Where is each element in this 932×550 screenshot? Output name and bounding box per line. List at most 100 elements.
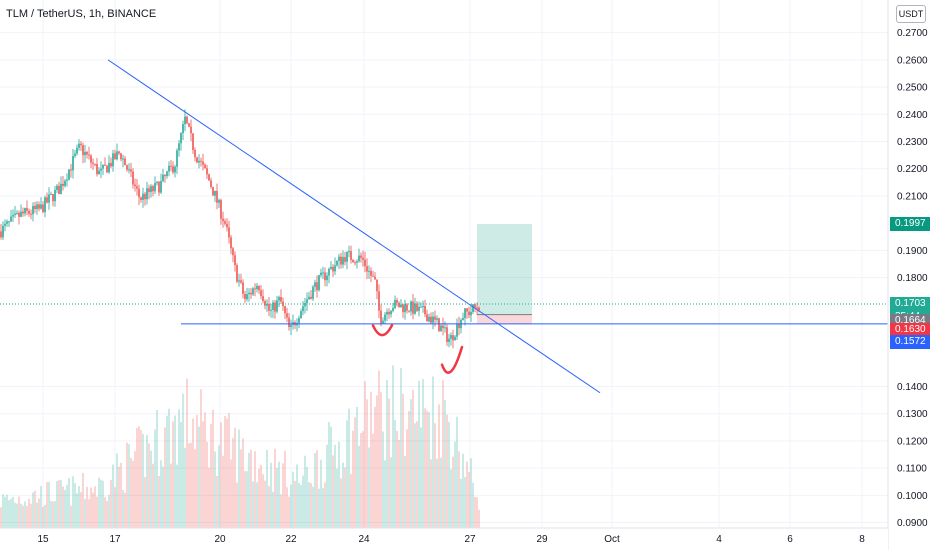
candle-body [126,165,128,170]
drawings[interactable] [0,59,888,394]
candle-body [328,268,330,276]
volume-bar [112,464,114,528]
target-price-tag: 0.1997 [890,216,930,231]
volume-bar [170,463,172,528]
time-axis[interactable] [0,528,888,550]
candle-body [180,133,182,144]
volume-bar [320,459,322,528]
volume-bar [220,422,222,528]
volume-bar [64,489,66,528]
volume-bar [206,441,208,528]
candle-body [444,327,446,329]
volume-bar [190,442,192,528]
volume-bar [4,496,6,528]
volume-bar [266,449,268,528]
volume-bar [30,503,32,528]
candle-body [316,282,318,291]
candle-body [248,292,250,295]
volume-bar [260,464,262,528]
volume-bar [312,486,314,528]
candle-body [74,153,76,157]
volume-bar [478,509,480,528]
volume-bar [374,406,376,528]
candle-body [470,311,472,316]
candle-body [42,204,44,213]
volume-bar [248,452,250,528]
volume-bar [380,392,382,528]
volume-bar [144,477,146,528]
currency-button[interactable]: USDT [896,5,926,23]
volume-bar [288,496,290,528]
candle-body [38,204,40,209]
candle-body [32,205,34,215]
volume-bar [324,482,326,528]
volume-bar [200,389,202,528]
volume-bar [462,453,464,528]
volume-bar [336,468,338,528]
candle-body [152,186,154,192]
candle-body [206,168,208,175]
candle-body [424,306,426,315]
volume-bar [148,443,150,528]
volume-bar [342,462,344,528]
volume-bar [404,455,406,528]
volume-bar [340,478,342,528]
candle-body [450,335,452,339]
volume-bar [162,466,164,528]
time-tick-label: 17 [109,534,121,545]
volume-bar [58,480,60,528]
candle-body [124,158,126,166]
candle-body [130,169,132,172]
price-tick-label: 0.1300 [897,409,928,420]
volume-bar [262,474,264,528]
candle-body [372,275,374,277]
volume-bar [118,466,120,528]
volume-bar [20,503,22,528]
volume-bar [22,505,24,528]
candle-body [378,291,380,311]
volume-bar [292,471,294,528]
volume-bar [296,464,298,528]
candle-body [0,231,2,238]
volume-bar [52,501,54,528]
candle-body [442,325,444,329]
volume-bar [132,460,134,528]
candle-body [406,304,408,311]
candle-body [166,171,168,177]
volume-bar [124,492,126,528]
volume-bar [388,398,390,528]
volume-bar [150,450,152,528]
volume-bar [456,416,458,528]
volume-bar [428,412,430,528]
volume-bar [114,487,116,528]
candle-body [62,183,64,186]
candle-body [100,168,102,171]
symbol-title[interactable]: TLM / TetherUS, 1h, BINANCE [6,8,157,20]
candle-body [242,282,244,294]
volume-bar [316,450,318,528]
long-position-tool[interactable] [477,223,532,324]
volume-bar [178,409,180,528]
candle-body [86,151,88,155]
volume-bar [70,505,72,528]
volume-bar [362,431,364,528]
volume-bar [408,410,410,528]
candle-body [144,193,146,200]
volume-bar [168,408,170,528]
price-tick-label: 0.2500 [897,83,928,94]
volume-bar [306,466,308,528]
candle-body [204,164,206,169]
volume-bar [154,429,156,528]
volume-bar [40,486,42,528]
price-axis[interactable] [888,0,932,550]
candle-body [106,165,108,173]
candle-body [386,311,388,315]
candle-body [366,266,368,272]
candle-body [112,153,114,167]
volume-bar [284,450,286,528]
candle-body [210,180,212,188]
volume-bar [298,482,300,528]
price-tick-label: 0.1100 [897,464,927,475]
candle-body [324,272,326,281]
